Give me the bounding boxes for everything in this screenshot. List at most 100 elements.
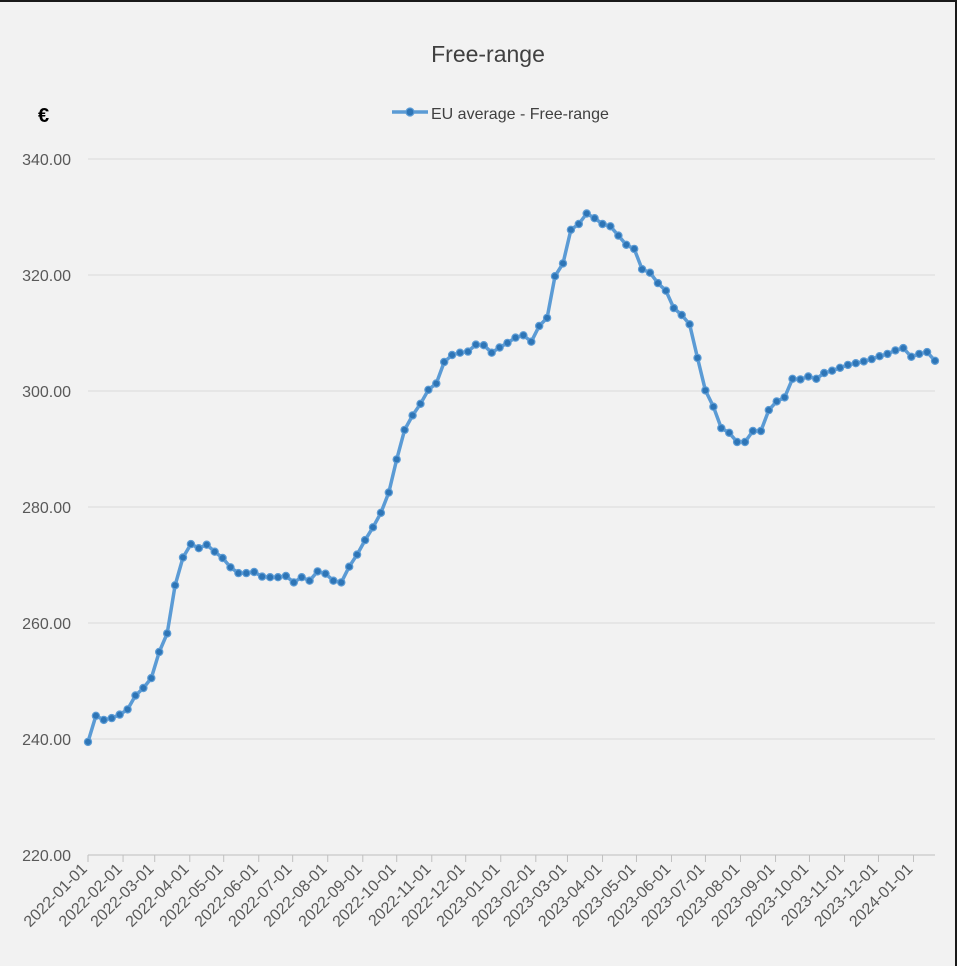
data-point <box>859 357 869 366</box>
data-point <box>701 386 710 395</box>
gridlines <box>88 158 935 856</box>
data-point <box>83 737 93 747</box>
data-point <box>622 240 631 249</box>
data-point <box>630 244 639 254</box>
data-point <box>210 547 219 556</box>
data-point <box>788 374 797 383</box>
data-point <box>891 346 900 355</box>
data-point <box>542 313 552 323</box>
data-point <box>574 219 584 229</box>
data-point <box>764 405 774 415</box>
data-point <box>693 353 702 363</box>
data-point <box>147 673 156 683</box>
data-point <box>614 231 623 240</box>
data-point <box>740 437 750 447</box>
data-point <box>812 374 821 383</box>
data-point <box>835 363 845 372</box>
data-point <box>717 423 726 433</box>
data-point <box>725 428 734 437</box>
data-point <box>107 713 116 723</box>
data-point <box>922 347 932 357</box>
data-point <box>400 425 409 435</box>
data-point <box>669 303 679 313</box>
data-point <box>234 568 243 578</box>
data-point <box>550 272 560 281</box>
data-point <box>709 402 718 411</box>
data-point <box>170 581 180 590</box>
data-point <box>677 310 686 320</box>
data-point <box>313 567 322 576</box>
data-point <box>804 372 813 381</box>
data-point <box>590 213 599 223</box>
data-point <box>345 562 354 571</box>
data-point <box>202 540 211 549</box>
data-point <box>685 320 694 329</box>
series-eu-average <box>83 209 940 747</box>
data-point <box>416 399 425 408</box>
chart-title: Free-range <box>431 41 545 67</box>
data-point <box>99 715 109 725</box>
data-point <box>748 426 758 436</box>
data-point <box>242 568 251 578</box>
data-point <box>653 278 663 288</box>
data-point <box>661 286 671 295</box>
data-point <box>186 539 196 549</box>
data-point <box>503 338 512 348</box>
data-point <box>827 366 837 375</box>
data-point <box>360 535 370 545</box>
data-point <box>875 352 884 361</box>
data-point <box>637 265 647 274</box>
data-point <box>479 341 488 350</box>
data-point <box>598 219 607 229</box>
data-point <box>487 348 496 357</box>
data-point <box>606 222 615 231</box>
data-point <box>289 578 298 587</box>
data-point <box>527 337 536 346</box>
series-line <box>86 211 937 743</box>
data-point <box>440 357 449 367</box>
data-point <box>139 683 148 693</box>
y-tick-label: 300.00 <box>22 384 71 401</box>
data-point <box>780 393 789 402</box>
data-point <box>392 455 401 464</box>
data-point <box>123 705 132 714</box>
legend-label: EU average - Free-range <box>431 106 609 123</box>
data-point <box>511 333 520 342</box>
data-point <box>645 268 655 277</box>
data-point <box>535 321 544 331</box>
legend: EU average - Free-range <box>392 106 609 123</box>
data-point <box>455 348 465 357</box>
data-point <box>772 397 781 406</box>
y-tick-label: 240.00 <box>22 732 71 749</box>
data-point <box>321 569 330 578</box>
data-point <box>368 523 378 532</box>
data-point <box>226 563 235 572</box>
data-point <box>519 331 528 340</box>
legend-marker-swatch <box>405 107 415 117</box>
data-point <box>558 259 568 268</box>
data-point <box>915 349 924 359</box>
y-tick-label: 340.00 <box>22 152 71 169</box>
data-point <box>408 411 417 420</box>
data-point <box>257 572 267 581</box>
data-point <box>194 544 203 553</box>
data-point <box>273 573 283 582</box>
data-point <box>447 350 457 360</box>
data-point <box>471 340 481 349</box>
x-axis: 2022-01-012022-02-012022-03-012022-04-01… <box>21 855 916 931</box>
data-point <box>162 629 172 638</box>
y-tick-label: 260.00 <box>22 616 71 633</box>
data-point <box>265 573 275 582</box>
data-point <box>463 347 473 356</box>
data-point <box>843 360 853 370</box>
data-point <box>115 710 124 719</box>
data-point <box>495 343 504 352</box>
data-point <box>566 225 576 234</box>
data-point <box>178 553 188 562</box>
data-point <box>154 647 164 657</box>
data-point <box>329 576 338 585</box>
data-point <box>899 343 908 353</box>
data-point <box>820 368 829 378</box>
data-point <box>432 379 441 388</box>
